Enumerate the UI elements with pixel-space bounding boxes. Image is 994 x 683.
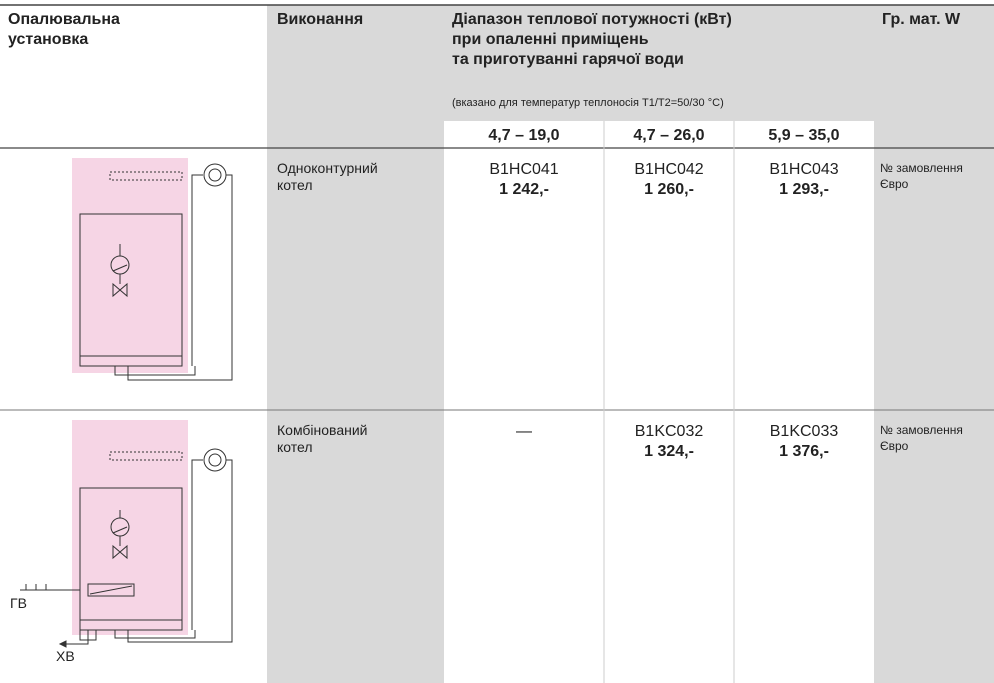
diagram-label: ГВ — [10, 595, 27, 611]
header-installation: Опалювальна — [8, 11, 120, 28]
boiler-diagram-2 — [20, 420, 233, 648]
order-code: B1HC042 — [634, 161, 704, 178]
row-design: Комбінований — [277, 422, 368, 438]
row-design: котел — [277, 177, 313, 193]
header-group: Гр. мат. W — [882, 11, 961, 28]
order-code: — — [516, 423, 532, 440]
row-info: Євро — [880, 439, 909, 453]
header-range-title: Діапазон теплової потужності (кВт) — [452, 11, 732, 28]
header-installation: установка — [8, 31, 89, 48]
row-design: котел — [277, 439, 313, 455]
row-info: № замовлення — [880, 161, 963, 175]
diagram-label: ХВ — [56, 648, 75, 664]
header-range-title: та приготуванні гарячої води — [452, 51, 684, 68]
header-range-title: при опаленні приміщень — [452, 31, 649, 48]
price: 1 260,- — [644, 181, 694, 198]
price: 1 376,- — [779, 443, 829, 460]
boiler-diagram-1 — [72, 158, 233, 381]
row-info: № замовлення — [880, 423, 963, 437]
power-range: 4,7 – 19,0 — [488, 127, 560, 144]
power-range: 5,9 – 35,0 — [768, 127, 840, 144]
order-code: B1KC033 — [769, 423, 839, 440]
header-design: Виконання — [277, 11, 364, 28]
order-code: B1HC041 — [489, 161, 559, 178]
header-range-note: (вказано для температур теплоносія T1/T2… — [452, 97, 724, 109]
order-code: B1KC032 — [634, 423, 704, 440]
price: 1 324,- — [644, 443, 694, 460]
row-info: Євро — [880, 177, 909, 191]
order-code: B1HC043 — [769, 161, 839, 178]
price: 1 293,- — [779, 181, 829, 198]
row-design: Одноконтурний — [277, 160, 378, 176]
power-range: 4,7 – 26,0 — [633, 127, 705, 144]
price: 1 242,- — [499, 181, 549, 198]
